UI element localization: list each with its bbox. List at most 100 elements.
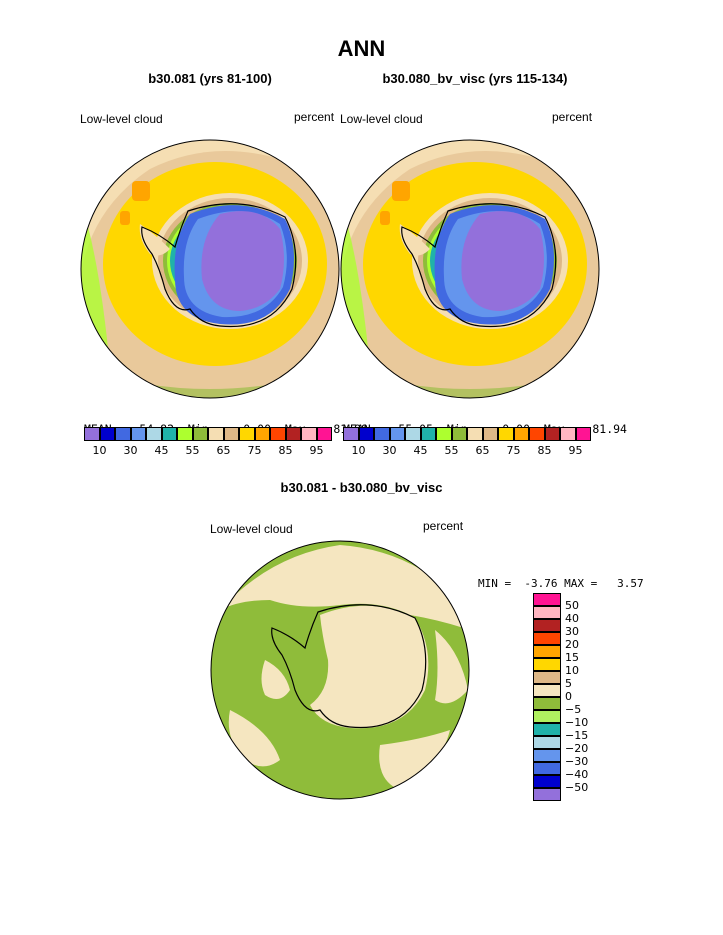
colorbar-difference: [533, 593, 561, 801]
colorbar-swatch: [84, 427, 100, 441]
colorbar-swatch: [533, 645, 561, 658]
colorbar-tick-label: 0: [565, 690, 572, 703]
cream-bottom-right: [379, 730, 450, 790]
colorbar-tick-label: −30: [565, 755, 589, 768]
colorbar-swatch: [316, 427, 332, 441]
colorbar-tick-label: −5: [565, 703, 582, 716]
cream-center: [310, 605, 429, 729]
colorbar-tick-label: −15: [565, 729, 589, 742]
colorbar-right-ticks: 10 30 45 55 65 75 85 95: [343, 444, 591, 458]
variable-label-diff: Low-level cloud: [210, 522, 293, 536]
colorbar-swatch: [451, 427, 467, 441]
cream-left: [261, 660, 290, 699]
map-right: [340, 139, 600, 399]
colorbar-swatch: [533, 671, 561, 684]
colorbar-tick-label: 10: [92, 444, 107, 457]
diff-minmax: MIN = -3.76 MAX = 3.57: [478, 564, 644, 590]
colorbar-tick-label: 95: [309, 444, 324, 457]
colorbar-tick-label: 85: [278, 444, 293, 457]
colorbar-swatch: [482, 427, 498, 441]
colorbar-tick-label: 55: [185, 444, 200, 457]
colorbar-swatch: [223, 427, 239, 441]
coastline: [141, 203, 297, 328]
map-difference: [210, 540, 470, 800]
colorbar-tick-label: −50: [565, 781, 589, 794]
colorbar-tick-label: 65: [216, 444, 231, 457]
diff-max-label: MAX =: [564, 577, 598, 590]
colorbar-swatch: [436, 427, 452, 441]
colorbar-swatch: [533, 736, 561, 749]
difference-title: b30.081 - b30.080_bv_visc: [280, 480, 443, 495]
colorbar-tick-label: 45: [154, 444, 169, 457]
colorbar-tick-label: 30: [123, 444, 138, 457]
colorbar-swatch: [533, 593, 561, 606]
colorbar-swatch: [389, 427, 405, 441]
colorbar-tick-label: 20: [565, 638, 579, 651]
colorbar-swatch: [130, 427, 146, 441]
units-label-right: percent: [552, 110, 593, 124]
colorbar-swatch: [513, 427, 529, 441]
colorbar-tick-label: 10: [351, 444, 366, 457]
colorbar-swatch: [533, 775, 561, 788]
diff-min-label: MIN =: [478, 577, 512, 590]
cream-bottom: [228, 710, 280, 767]
colorbar-left-ticks: 10 30 45 55 65 75 85 95: [84, 444, 332, 458]
colorbar-swatch: [270, 427, 286, 441]
colorbar-swatch: [254, 427, 270, 441]
units-label-diff: percent: [423, 519, 464, 533]
colorbar-swatch: [374, 427, 390, 441]
colorbar-swatch: [575, 427, 591, 441]
colorbar-swatch: [161, 427, 177, 441]
colorbar-swatch: [115, 427, 131, 441]
colorbar-tick-label: −10: [565, 716, 589, 729]
colorbar-swatch: [533, 788, 561, 801]
colorbar-swatch: [177, 427, 193, 441]
ice-low: [201, 211, 284, 311]
colorbar-swatch: [533, 684, 561, 697]
colorbar-tick-label: 65: [475, 444, 490, 457]
colorbar-swatch: [467, 427, 483, 441]
colorbar-tick-label: 75: [506, 444, 521, 457]
colorbar-tick-label: 45: [413, 444, 428, 457]
colorbar-swatch: [358, 427, 374, 441]
cream-right: [435, 630, 468, 704]
colorbar-swatch: [239, 427, 255, 441]
variable-label-left: Low-level cloud: [80, 112, 163, 126]
colorbar-left: [84, 427, 332, 441]
colorbar-swatch: [533, 723, 561, 736]
colorbar-swatch: [301, 427, 317, 441]
colorbar-swatch: [544, 427, 560, 441]
colorbar-difference-ticks: 50 40 30 20 15 10 5 0 −5 −10 −15 −20 −30 −40 −50: [565, 593, 605, 801]
max-value-right: 81.94: [592, 422, 627, 436]
colorbar-swatch: [533, 619, 561, 632]
colorbar-swatch: [533, 749, 561, 762]
colorbar-tick-label: 95: [568, 444, 583, 457]
orange-patch2: [120, 211, 130, 225]
panel-title-left: b30.081 (yrs 81-100): [148, 71, 272, 86]
colorbar-swatch: [192, 427, 208, 441]
units-label-left: percent: [294, 110, 335, 124]
variable-label-right: Low-level cloud: [340, 112, 423, 126]
colorbar-swatch: [208, 427, 224, 441]
cream-top: [220, 545, 469, 630]
colorbar-right: [343, 427, 591, 441]
colorbar-swatch: [498, 427, 514, 441]
figure-title: ANN: [337, 36, 386, 61]
colorbar-tick-label: 85: [537, 444, 552, 457]
colorbar-swatch: [285, 427, 301, 441]
map-left: [80, 139, 340, 399]
colorbar-tick-label: 30: [382, 444, 397, 457]
colorbar-swatch: [533, 762, 561, 775]
colorbar-tick-label: 55: [444, 444, 459, 457]
colorbar-swatch: [99, 427, 115, 441]
colorbar-swatch: [420, 427, 436, 441]
orange-patch: [132, 181, 150, 201]
colorbar-tick-label: 50: [565, 599, 579, 612]
diff-min-value: -3.76: [524, 577, 558, 590]
colorbar-tick-label: 75: [247, 444, 262, 457]
colorbar-swatch: [533, 606, 561, 619]
colorbar-swatch: [343, 427, 359, 441]
diff-max-value: 3.57: [617, 577, 644, 590]
colorbar-swatch: [560, 427, 576, 441]
panel-title-right: b30.080_bv_visc (yrs 115-134): [382, 71, 568, 86]
